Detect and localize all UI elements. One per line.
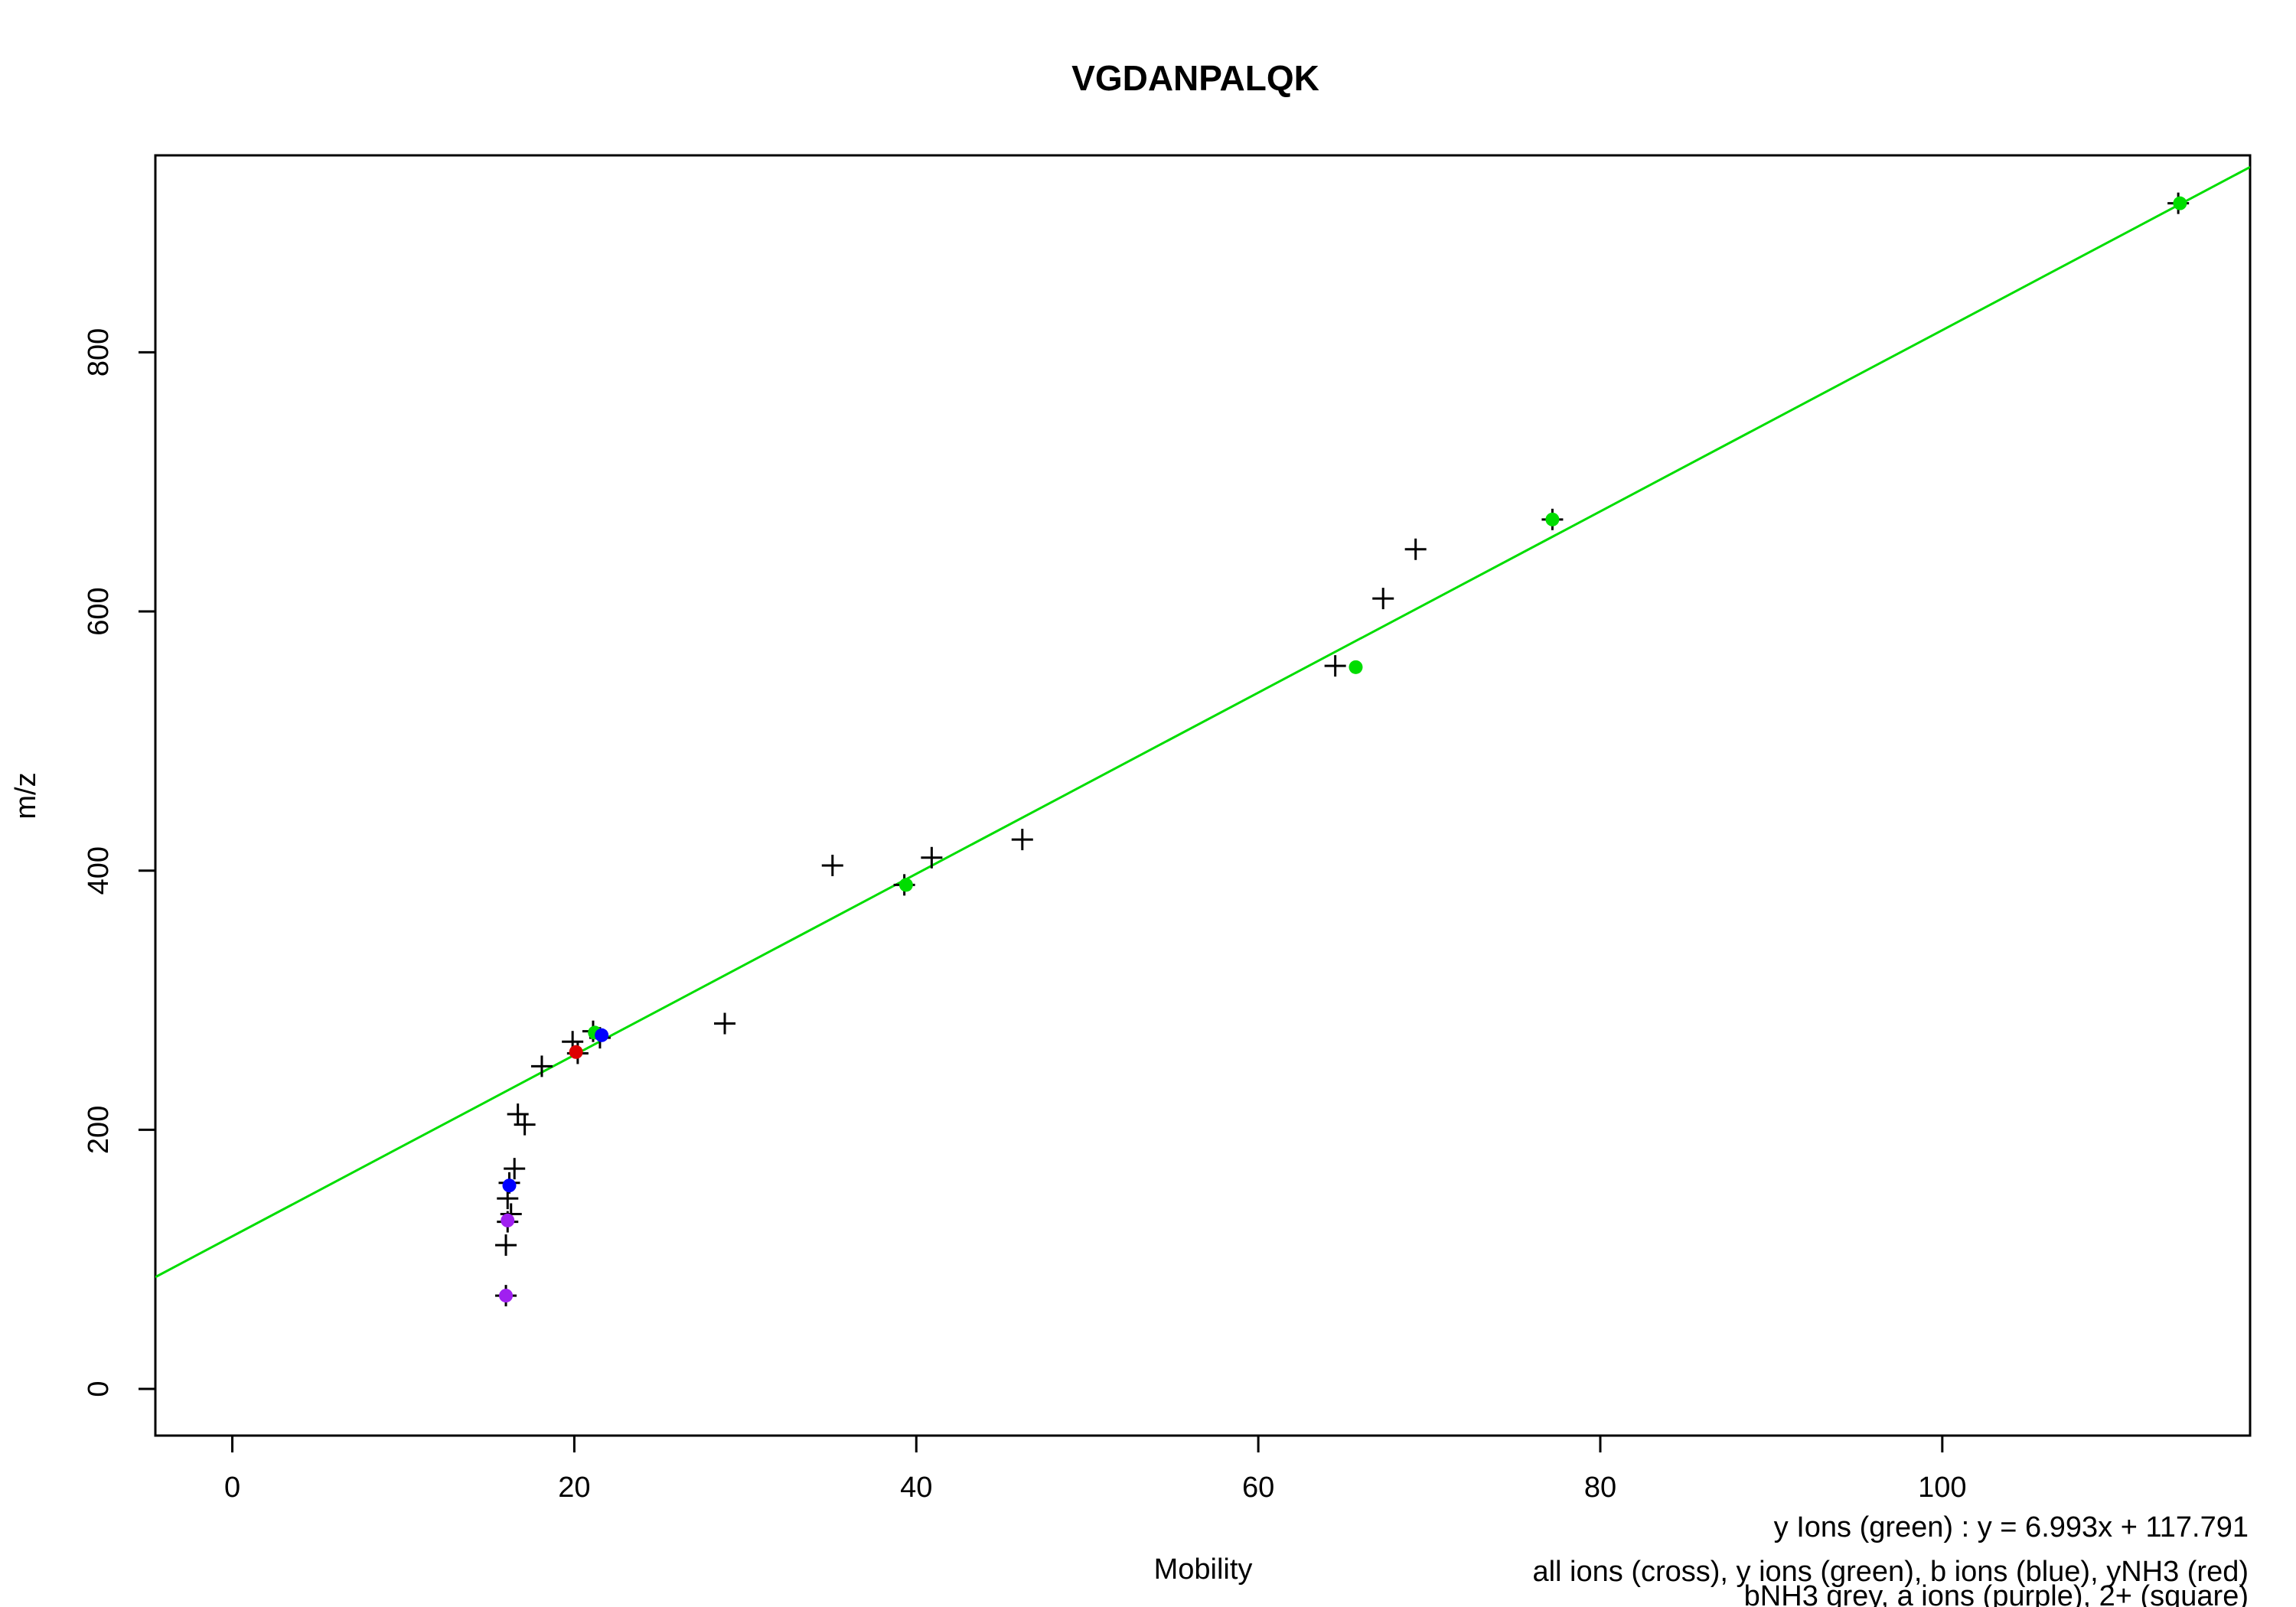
point-cross [530, 1055, 553, 1077]
point-cross [714, 1012, 736, 1035]
x-tick-label: 20 [558, 1472, 590, 1504]
point-b-ion [502, 1178, 517, 1193]
point-b-ion [595, 1028, 609, 1042]
plot-area-border [154, 154, 2252, 1437]
x-axis-title: Mobility [1154, 1553, 1253, 1586]
plot-layer [155, 165, 2250, 1307]
point-cross [821, 854, 843, 876]
point-cross [921, 846, 943, 869]
x-tick-label: 80 [1584, 1472, 1616, 1504]
y-tick-label: 400 [83, 846, 115, 895]
point-y-ion [1545, 512, 1560, 526]
point-cross [514, 1113, 536, 1136]
legend-line-2: bNH3 grey, a ions (purple), 2+ (square) [1744, 1580, 2249, 1607]
point-y-ion [2173, 196, 2187, 210]
x-tick-label: 60 [1242, 1472, 1274, 1504]
point-y-ion [899, 878, 913, 892]
point-cross [1372, 588, 1394, 610]
point-y-ion [1349, 660, 1363, 674]
y-axis-title: m/z [10, 772, 42, 819]
point-cross [495, 1234, 517, 1257]
point-cross [1011, 829, 1033, 851]
point-ynh3-ion [569, 1045, 583, 1059]
fit-line-y-ions [155, 165, 2250, 1279]
x-axis: 0 20 40 60 80 100 [224, 1434, 1967, 1504]
fit-equation: y Ions (green) : y = 6.993x + 117.791 [1774, 1511, 2249, 1543]
y-axis: 0 200 400 600 800 [83, 328, 157, 1397]
x-tick-label: 0 [224, 1472, 240, 1504]
point-cross [504, 1158, 526, 1180]
x-tick-label: 40 [900, 1472, 932, 1504]
point-cross [1404, 538, 1427, 560]
point-a-ion [499, 1289, 514, 1303]
y-tick-label: 0 [83, 1380, 115, 1397]
y-tick-label: 200 [83, 1106, 115, 1154]
point-cross [1324, 655, 1346, 677]
y-tick-label: 600 [83, 587, 115, 635]
point-a-ion [501, 1213, 515, 1227]
x-tick-label: 100 [1918, 1472, 1966, 1504]
legend-line-1: all ions (cross), y ions (green), b ions… [1532, 1556, 2249, 1588]
chart-title: VGDANPALQK [1071, 58, 1319, 98]
y-tick-label: 800 [83, 328, 115, 376]
